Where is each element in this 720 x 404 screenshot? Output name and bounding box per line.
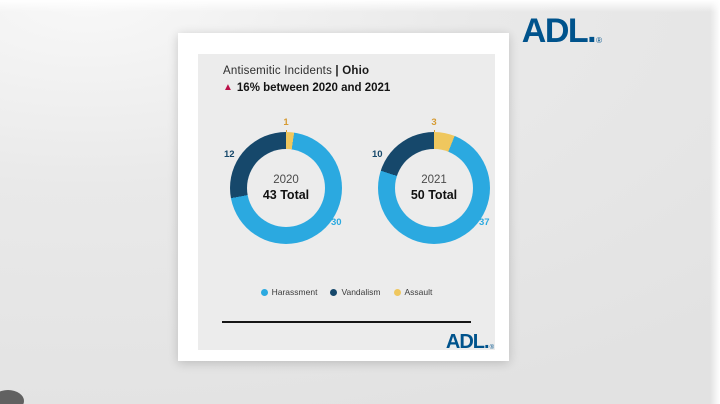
trend-indicator: ▲ 16% between 2020 and 2021 [223, 82, 390, 94]
donut-ring-2020: 2020 43 Total [230, 132, 342, 244]
assault-dot-icon [393, 288, 401, 296]
legend-item-vandalism: Vandalism [330, 287, 381, 297]
harassment-dot-icon [260, 288, 268, 296]
infographic-panel: Antisemitic Incidents | Ohio ▲ 16% betwe… [198, 54, 495, 350]
harassment-count-label: 37 [479, 217, 490, 228]
adl-footer-logo-text: ADL. [445, 331, 490, 353]
adl-logo-text: ADL. [521, 12, 597, 50]
assault-count-label: 1 [283, 117, 289, 128]
adl-logo: ADL. ® [522, 14, 602, 48]
leader-line [466, 221, 477, 224]
corner-artifact [0, 390, 24, 404]
legend-label: Vandalism [341, 287, 381, 297]
vandalism-dot-icon [330, 288, 338, 296]
title-block: Antisemitic Incidents | Ohio ▲ 16% betwe… [223, 65, 390, 94]
infographic-title: Antisemitic Incidents | Ohio [223, 65, 390, 77]
vandalism-count-label: 12 [224, 149, 235, 160]
total-label: 43 Total [262, 188, 310, 202]
vandalism-callout-2021: 10 [372, 150, 383, 160]
infographic-card: Antisemitic Incidents | Ohio ▲ 16% betwe… [178, 33, 509, 361]
year-label: 2020 [273, 174, 299, 186]
donut-hole: 2021 50 Total [395, 149, 473, 227]
vandalism-callout-2020: 12 [224, 150, 235, 160]
legend-label: Harassment [271, 287, 318, 297]
up-arrow-icon: ▲ [223, 82, 233, 93]
title-divider: | [335, 65, 343, 77]
legend-label: Assault [404, 287, 433, 297]
donut-ring-2021: 2021 50 Total [378, 132, 490, 244]
background-highlight-top [0, 0, 720, 12]
footer-divider [222, 321, 471, 323]
title-region: Ohio [342, 65, 370, 77]
assault-count-label: 3 [431, 117, 437, 128]
donut-hole: 2020 43 Total [247, 149, 325, 227]
trend-text: 16% between 2020 and 2021 [236, 82, 391, 94]
year-label: 2021 [421, 174, 447, 186]
title-prefix: Antisemitic Incidents [223, 65, 336, 77]
adl-footer-logo: ADL. ® [446, 332, 494, 352]
chart-legend: Harassment Vandalism Assault [198, 287, 495, 297]
vandalism-count-label: 10 [372, 149, 383, 160]
background-highlight-right [710, 0, 720, 404]
legend-item-assault: Assault [393, 287, 433, 297]
donut-chart-2020: 1 12 2020 43 Total 30 [224, 118, 344, 246]
total-label: 50 Total [410, 188, 458, 202]
leader-line [318, 221, 329, 224]
harassment-callout-2021: 37 [466, 218, 490, 228]
legend-item-harassment: Harassment [260, 287, 318, 297]
registered-trademark-icon: ® [489, 345, 494, 351]
registered-trademark-icon: ® [596, 36, 602, 45]
harassment-callout-2020: 30 [318, 218, 342, 228]
donut-chart-2021: 3 10 2021 50 Total 37 [372, 118, 492, 246]
harassment-count-label: 30 [331, 217, 342, 228]
